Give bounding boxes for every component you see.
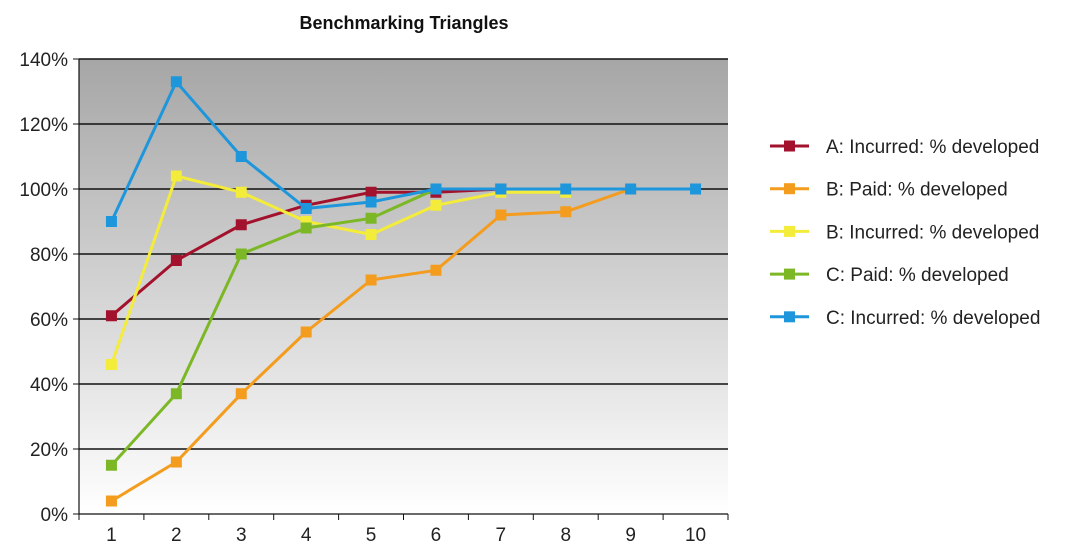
legend-label: A: Incurred: % developed xyxy=(826,137,1039,158)
data-point xyxy=(365,196,377,208)
series-line xyxy=(110,174,566,365)
legend-item: B: Incurred: % developed xyxy=(770,222,1039,243)
legend-item: A: Incurred: % developed xyxy=(770,137,1039,158)
data-point xyxy=(235,388,247,400)
legend-label: C: Incurred: % developed xyxy=(826,308,1040,329)
x-tick-label: 1 xyxy=(106,525,117,546)
data-point xyxy=(170,456,182,468)
data-point xyxy=(300,326,312,338)
data-point xyxy=(235,248,247,260)
y-tick-label: 0% xyxy=(41,505,69,526)
legend-item: C: Paid: % developed xyxy=(770,265,1009,286)
legend-item: B: Paid: % developed xyxy=(770,180,1008,201)
y-tick-label: 120% xyxy=(19,115,68,136)
data-point xyxy=(170,255,182,266)
y-tick-label: 80% xyxy=(30,245,68,266)
data-point xyxy=(235,219,247,231)
data-point xyxy=(365,229,377,240)
y-tick-label: 60% xyxy=(30,310,68,331)
y-tick-label: 100% xyxy=(19,180,68,201)
legend-label: C: Paid: % developed xyxy=(826,265,1009,286)
data-point xyxy=(690,183,702,195)
legend-label: B: Paid: % developed xyxy=(826,180,1008,201)
data-point xyxy=(170,76,182,88)
x-tick-label: 7 xyxy=(496,525,507,546)
legend-swatch-marker xyxy=(784,140,795,152)
data-point xyxy=(495,209,507,221)
x-tick-label: 6 xyxy=(431,525,442,546)
data-point xyxy=(430,183,442,195)
data-point xyxy=(300,222,312,234)
axes: 0% 20% 40% 60% 80% 100% 120% 140% 1 2 3 4 5 6 7 8 9 10 xyxy=(19,50,729,546)
x-tick-label: 9 xyxy=(625,525,636,546)
x-tick-label: 3 xyxy=(236,525,247,546)
data-point xyxy=(365,274,377,286)
legend-label: B: Incurred: % developed xyxy=(826,222,1039,243)
data-point xyxy=(235,151,247,162)
series-line xyxy=(110,187,437,467)
chart-title: Benchmarking Triangles xyxy=(299,13,508,33)
legend: A: Incurred: % developed B: Paid: % devel… xyxy=(770,137,1040,329)
x-tick-label: 4 xyxy=(301,525,312,546)
data-point xyxy=(105,459,117,471)
y-tick-label: 40% xyxy=(30,375,68,396)
series-5 xyxy=(105,76,702,227)
series-group xyxy=(105,76,702,507)
legend-swatch-marker xyxy=(784,183,795,195)
data-point xyxy=(560,206,572,218)
data-point xyxy=(105,310,117,322)
x-tick-label: 8 xyxy=(560,525,571,546)
data-point xyxy=(430,264,442,276)
data-point xyxy=(105,359,117,370)
data-point xyxy=(365,186,377,198)
legend-item: C: Incurred: % developed xyxy=(770,308,1040,329)
x-tick-label: 10 xyxy=(685,525,706,546)
y-tick-label: 20% xyxy=(30,440,68,461)
series-line xyxy=(110,80,696,223)
data-point xyxy=(365,212,377,224)
legend-swatch-marker xyxy=(784,225,795,237)
legend-swatch-marker xyxy=(784,311,795,323)
series-2 xyxy=(105,183,637,507)
data-point xyxy=(300,203,312,214)
x-tick-label: 5 xyxy=(366,525,377,546)
data-point xyxy=(105,216,117,227)
data-point xyxy=(105,495,117,507)
y-tick-label: 140% xyxy=(19,50,68,71)
data-point xyxy=(430,199,442,211)
legend-swatch-marker xyxy=(784,268,795,280)
data-point xyxy=(300,216,312,227)
x-tick-label: 2 xyxy=(171,525,182,546)
data-point xyxy=(170,388,182,400)
data-point xyxy=(560,183,572,195)
data-point xyxy=(235,186,247,198)
plot-area xyxy=(79,59,728,514)
data-point xyxy=(495,183,507,195)
data-point xyxy=(170,170,182,182)
data-point xyxy=(625,183,637,195)
